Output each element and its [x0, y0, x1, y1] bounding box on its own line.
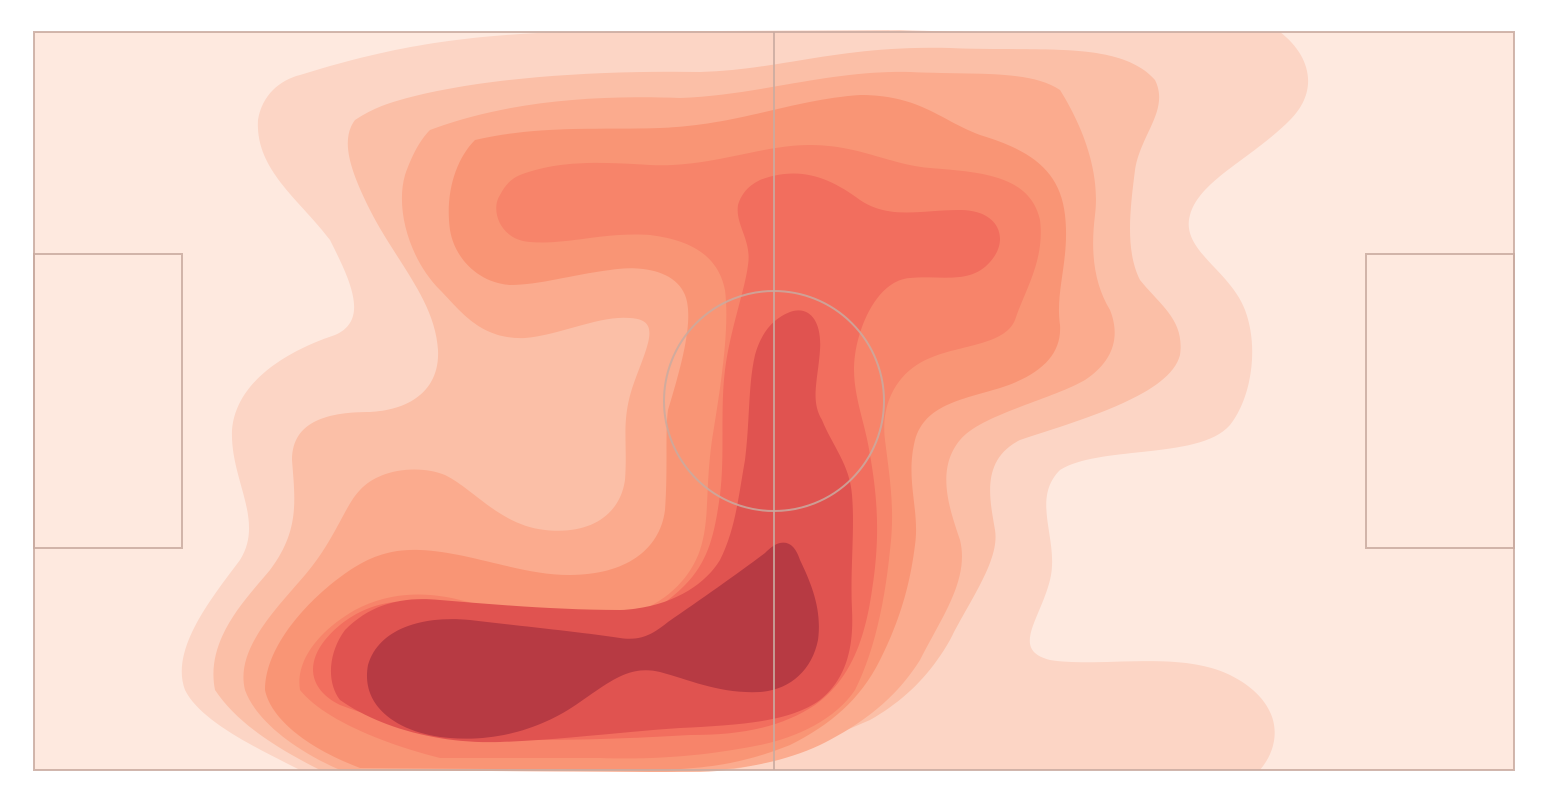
left-penalty-box: [33, 253, 183, 549]
right-penalty-box: [1365, 253, 1515, 549]
centre-circle: [663, 290, 885, 512]
density-contours: [181, 30, 1309, 773]
contour-level-8: [366, 542, 819, 739]
pitch-markings: [33, 31, 1515, 771]
